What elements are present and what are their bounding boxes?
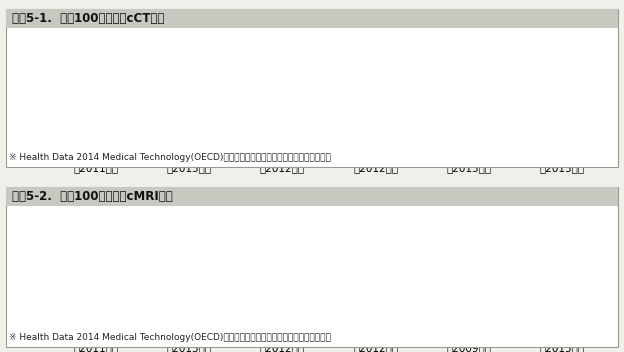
Text: 図袅5-2.  人口100万人当たcMRI台数: 図袅5-2. 人口100万人当たcMRI台数 xyxy=(12,190,173,203)
Text: 9: 9 xyxy=(559,125,566,134)
Bar xyxy=(72,215,119,324)
Text: 9: 9 xyxy=(373,292,379,302)
Bar xyxy=(539,136,586,144)
Bar xyxy=(446,119,492,144)
Text: 7: 7 xyxy=(559,296,566,306)
Bar xyxy=(353,132,399,144)
Bar xyxy=(353,303,399,324)
Text: 47: 47 xyxy=(89,203,102,213)
Text: （台）: （台） xyxy=(6,14,25,24)
Text: 27: 27 xyxy=(462,107,475,118)
Text: 図袅5-1.  人口100万人当たcCT台数: 図袅5-1. 人口100万人当たcCT台数 xyxy=(12,12,165,25)
Text: 11: 11 xyxy=(276,123,289,133)
Text: 15: 15 xyxy=(462,278,475,288)
Bar xyxy=(166,103,213,144)
Bar xyxy=(259,134,306,144)
Text: 101: 101 xyxy=(86,37,105,47)
Text: ※ Health Data 2014 Medical Technology(OECD)より、小数点以下を四捨五入して、筆者作成: ※ Health Data 2014 Medical Technology(OE… xyxy=(9,333,331,341)
Text: ※ Health Data 2014 Medical Technology(OECD)より、小数点以下を四捨五入して、筆者作成: ※ Health Data 2014 Medical Technology(OE… xyxy=(9,153,331,162)
Bar xyxy=(72,48,119,144)
Text: 12: 12 xyxy=(276,285,289,295)
Bar xyxy=(539,308,586,324)
Text: （台）: （台） xyxy=(6,192,25,202)
Bar xyxy=(166,243,213,324)
Bar xyxy=(259,296,306,324)
Text: 43: 43 xyxy=(183,92,196,102)
Text: 13: 13 xyxy=(369,121,383,131)
Bar xyxy=(446,289,492,324)
Text: 35: 35 xyxy=(183,231,196,241)
